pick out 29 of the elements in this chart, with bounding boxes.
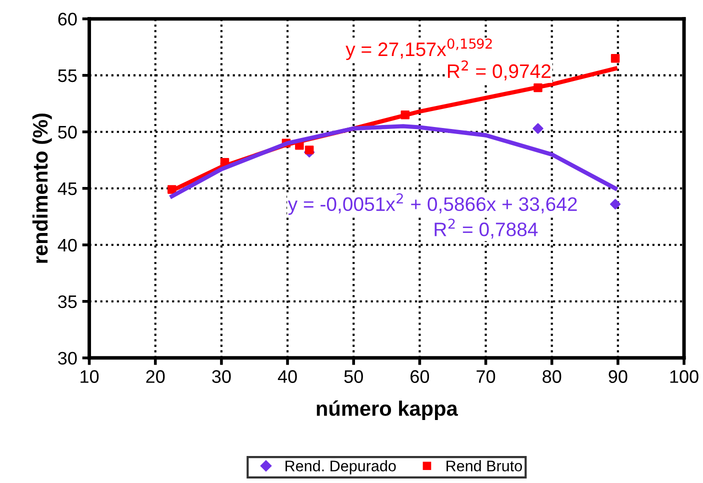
legend-label: Rend Bruto [446, 460, 522, 472]
y-tick-label: 60 [58, 12, 77, 26]
point [610, 54, 620, 63]
point [610, 198, 621, 210]
x-tick-label: 90 [608, 370, 628, 383]
x-tick-label: 30 [212, 370, 231, 383]
y-tick-label: 45 [58, 182, 77, 196]
x-axis-title: número kappa [316, 400, 458, 420]
y-tick-label: 55 [58, 69, 77, 82]
annotation: R$^{2}$ = 0,9742 [448, 60, 550, 80]
legend-label: Rend. Depurado [286, 460, 396, 474]
y-axis-title: rendimento (%) [32, 114, 52, 263]
x-tick-label: 100 [670, 370, 698, 383]
x-tick-label: 10 [80, 370, 99, 383]
point [304, 146, 314, 154]
annotation: R$^{2}$ = 0,7884 [434, 218, 538, 239]
x-tick-label: 60 [410, 370, 430, 383]
x-tick-label: 50 [344, 370, 363, 383]
x-tick-label: 70 [476, 370, 496, 383]
x-tick-label: 80 [542, 370, 562, 383]
y-tick-label: 50 [58, 126, 77, 139]
y-tick-label: 40 [58, 238, 77, 252]
x-tick-label: 40 [278, 370, 297, 383]
y-tick-label: 35 [58, 295, 77, 308]
annotation: y = -0,0051x$^{2}$ + 0,5866x + 33,642 [288, 193, 577, 215]
x-tick-label: 20 [146, 370, 165, 383]
annotation: y = 27,157x$^{0,1592}$ [346, 38, 492, 60]
point [532, 123, 544, 134]
y-tick-label: 30 [58, 352, 77, 365]
